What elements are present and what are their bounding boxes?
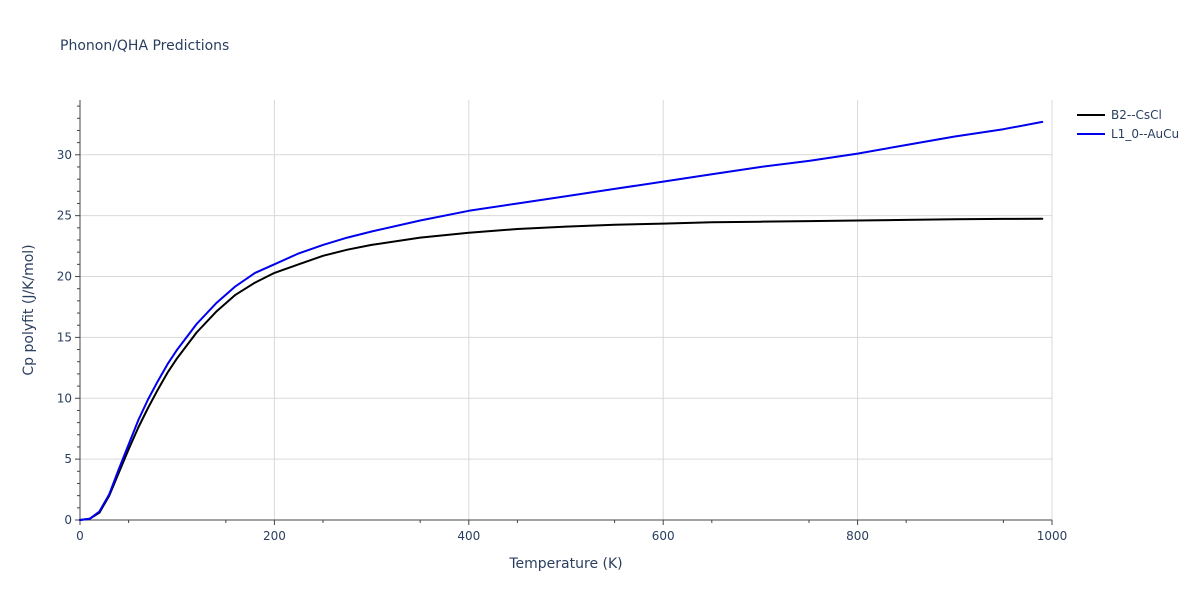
legend-label: L1_0--AuCu <box>1111 127 1179 141</box>
y-tick-label: 25 <box>57 209 72 223</box>
series <box>79 120 1044 521</box>
y-tick-label: 5 <box>64 452 72 466</box>
y-axis-title: Cp polyfit (J/K/mol) <box>21 244 37 375</box>
x-tick-label: 600 <box>652 529 675 543</box>
chart-title: Phonon/QHA Predictions <box>60 38 229 54</box>
axes: 0 200 400 600 800 1000 0 5 10 15 20 25 30 <box>57 100 1068 543</box>
x-tick-label: 200 <box>263 529 286 543</box>
x-tick-label: 800 <box>846 529 869 543</box>
legend-label: B2--CsCl <box>1111 108 1162 122</box>
series-line-0 <box>79 217 1044 521</box>
y-tick-label: 20 <box>57 270 72 284</box>
y-tick-label: 0 <box>64 513 72 527</box>
legend[interactable]: B2--CsCl L1_0--AuCu <box>1077 108 1179 141</box>
x-tick-label: 0 <box>76 529 84 543</box>
x-axis-title: Temperature (K) <box>508 556 622 572</box>
x-tick-label: 1000 <box>1037 529 1068 543</box>
x-tick-label: 400 <box>457 529 480 543</box>
y-tick-label: 30 <box>57 148 72 162</box>
y-tick-label: 10 <box>57 391 72 405</box>
gridlines <box>80 100 1053 520</box>
legend-item[interactable]: L1_0--AuCu <box>1077 127 1179 141</box>
series-line-1 <box>79 120 1044 521</box>
legend-item[interactable]: B2--CsCl <box>1077 108 1162 122</box>
y-tick-label: 15 <box>57 330 72 344</box>
